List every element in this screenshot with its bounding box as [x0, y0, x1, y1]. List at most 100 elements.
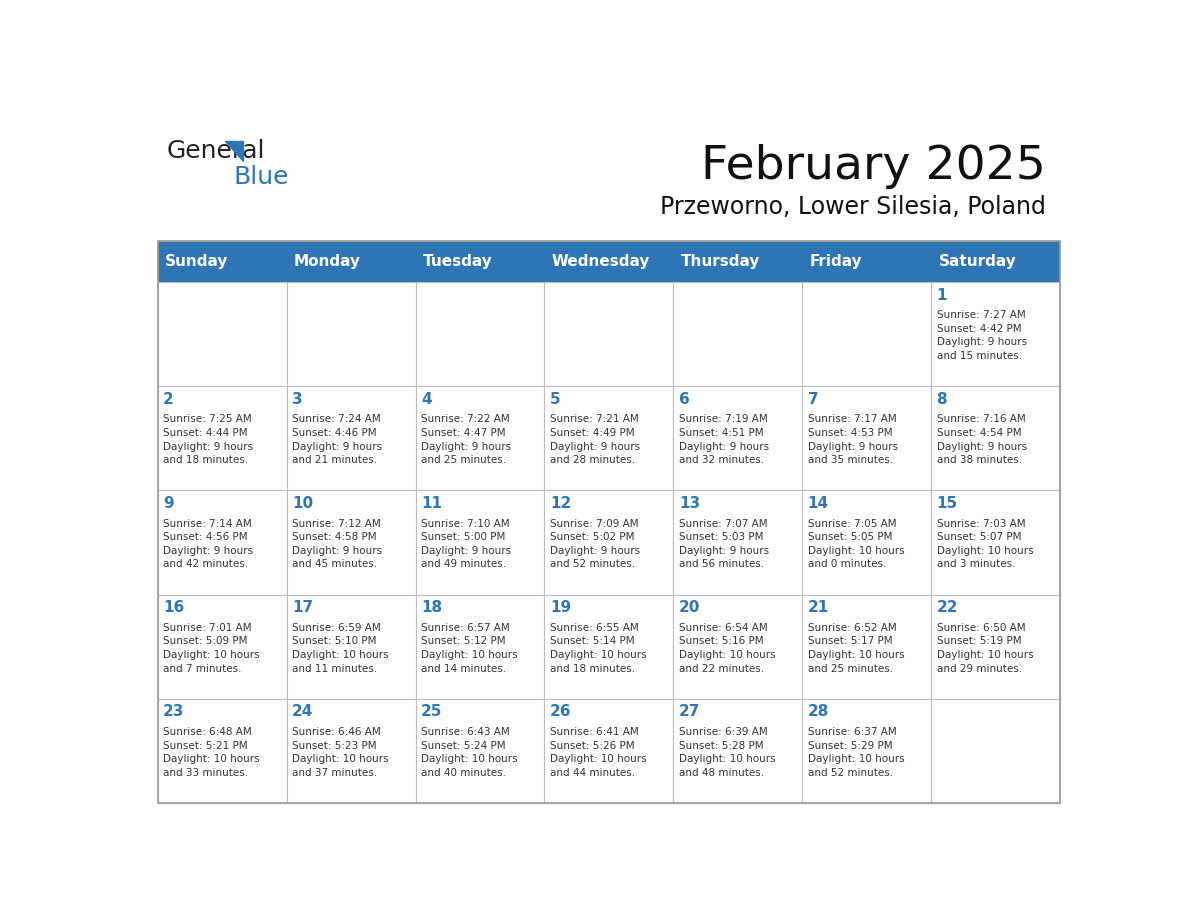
Bar — [931, 699, 1060, 803]
Bar — [802, 282, 931, 386]
Text: 1: 1 — [936, 287, 947, 303]
Text: Monday: Monday — [293, 254, 361, 269]
Text: Sunrise: 7:16 AM
Sunset: 4:54 PM
Daylight: 9 hours
and 38 minutes.: Sunrise: 7:16 AM Sunset: 4:54 PM Dayligh… — [936, 414, 1026, 465]
Text: Sunrise: 7:09 AM
Sunset: 5:02 PM
Daylight: 9 hours
and 52 minutes.: Sunrise: 7:09 AM Sunset: 5:02 PM Dayligh… — [550, 519, 640, 569]
Text: Sunrise: 6:48 AM
Sunset: 5:21 PM
Daylight: 10 hours
and 33 minutes.: Sunrise: 6:48 AM Sunset: 5:21 PM Dayligh… — [163, 727, 260, 778]
Bar — [931, 241, 1060, 282]
Bar — [931, 282, 1060, 386]
Bar — [931, 386, 1060, 490]
Text: Saturday: Saturday — [939, 254, 1016, 269]
Text: Sunrise: 7:24 AM
Sunset: 4:46 PM
Daylight: 9 hours
and 21 minutes.: Sunrise: 7:24 AM Sunset: 4:46 PM Dayligh… — [292, 414, 383, 465]
Text: 16: 16 — [163, 600, 184, 615]
Text: 26: 26 — [550, 704, 571, 720]
Text: Sunrise: 7:12 AM
Sunset: 4:58 PM
Daylight: 9 hours
and 45 minutes.: Sunrise: 7:12 AM Sunset: 4:58 PM Dayligh… — [292, 519, 383, 569]
Text: 20: 20 — [678, 600, 700, 615]
Text: Sunrise: 6:54 AM
Sunset: 5:16 PM
Daylight: 10 hours
and 22 minutes.: Sunrise: 6:54 AM Sunset: 5:16 PM Dayligh… — [678, 622, 776, 674]
Text: Sunday: Sunday — [165, 254, 228, 269]
Text: 6: 6 — [678, 392, 689, 407]
Bar — [674, 386, 802, 490]
Bar — [802, 699, 931, 803]
Bar — [802, 490, 931, 595]
Text: Sunrise: 7:21 AM
Sunset: 4:49 PM
Daylight: 9 hours
and 28 minutes.: Sunrise: 7:21 AM Sunset: 4:49 PM Dayligh… — [550, 414, 640, 465]
Bar — [674, 241, 802, 282]
Bar — [158, 241, 286, 282]
Bar — [286, 490, 416, 595]
Text: Sunrise: 7:22 AM
Sunset: 4:47 PM
Daylight: 9 hours
and 25 minutes.: Sunrise: 7:22 AM Sunset: 4:47 PM Dayligh… — [421, 414, 511, 465]
Bar — [416, 282, 544, 386]
Bar — [158, 386, 286, 490]
Text: 7: 7 — [808, 392, 819, 407]
Text: Sunrise: 7:10 AM
Sunset: 5:00 PM
Daylight: 9 hours
and 49 minutes.: Sunrise: 7:10 AM Sunset: 5:00 PM Dayligh… — [421, 519, 511, 569]
Text: Sunrise: 6:50 AM
Sunset: 5:19 PM
Daylight: 10 hours
and 29 minutes.: Sunrise: 6:50 AM Sunset: 5:19 PM Dayligh… — [936, 622, 1034, 674]
Text: 17: 17 — [292, 600, 314, 615]
Text: Sunrise: 6:57 AM
Sunset: 5:12 PM
Daylight: 10 hours
and 14 minutes.: Sunrise: 6:57 AM Sunset: 5:12 PM Dayligh… — [421, 622, 518, 674]
Text: 3: 3 — [292, 392, 303, 407]
Text: 24: 24 — [292, 704, 314, 720]
Text: Sunrise: 6:39 AM
Sunset: 5:28 PM
Daylight: 10 hours
and 48 minutes.: Sunrise: 6:39 AM Sunset: 5:28 PM Dayligh… — [678, 727, 776, 778]
Text: Sunrise: 7:01 AM
Sunset: 5:09 PM
Daylight: 10 hours
and 7 minutes.: Sunrise: 7:01 AM Sunset: 5:09 PM Dayligh… — [163, 622, 260, 674]
Text: 18: 18 — [421, 600, 442, 615]
Bar — [674, 595, 802, 699]
Text: Sunrise: 7:27 AM
Sunset: 4:42 PM
Daylight: 9 hours
and 15 minutes.: Sunrise: 7:27 AM Sunset: 4:42 PM Dayligh… — [936, 310, 1026, 361]
Bar — [544, 699, 674, 803]
Text: 15: 15 — [936, 496, 958, 511]
Bar — [544, 241, 674, 282]
Text: Sunrise: 6:52 AM
Sunset: 5:17 PM
Daylight: 10 hours
and 25 minutes.: Sunrise: 6:52 AM Sunset: 5:17 PM Dayligh… — [808, 622, 904, 674]
Text: Sunrise: 7:05 AM
Sunset: 5:05 PM
Daylight: 10 hours
and 0 minutes.: Sunrise: 7:05 AM Sunset: 5:05 PM Dayligh… — [808, 519, 904, 569]
Text: Sunrise: 6:55 AM
Sunset: 5:14 PM
Daylight: 10 hours
and 18 minutes.: Sunrise: 6:55 AM Sunset: 5:14 PM Dayligh… — [550, 622, 646, 674]
Text: Wednesday: Wednesday — [551, 254, 650, 269]
Text: 27: 27 — [678, 704, 700, 720]
Bar — [286, 282, 416, 386]
Text: 14: 14 — [808, 496, 829, 511]
Text: Sunrise: 6:37 AM
Sunset: 5:29 PM
Daylight: 10 hours
and 52 minutes.: Sunrise: 6:37 AM Sunset: 5:29 PM Dayligh… — [808, 727, 904, 778]
Text: Sunrise: 7:17 AM
Sunset: 4:53 PM
Daylight: 9 hours
and 35 minutes.: Sunrise: 7:17 AM Sunset: 4:53 PM Dayligh… — [808, 414, 898, 465]
Text: Sunrise: 7:14 AM
Sunset: 4:56 PM
Daylight: 9 hours
and 42 minutes.: Sunrise: 7:14 AM Sunset: 4:56 PM Dayligh… — [163, 519, 253, 569]
Bar — [674, 282, 802, 386]
Text: 28: 28 — [808, 704, 829, 720]
Bar — [416, 699, 544, 803]
Text: 21: 21 — [808, 600, 829, 615]
Text: 10: 10 — [292, 496, 314, 511]
Bar — [286, 241, 416, 282]
Bar — [544, 595, 674, 699]
Text: Sunrise: 6:46 AM
Sunset: 5:23 PM
Daylight: 10 hours
and 37 minutes.: Sunrise: 6:46 AM Sunset: 5:23 PM Dayligh… — [292, 727, 388, 778]
Bar — [286, 386, 416, 490]
Bar — [416, 241, 544, 282]
Bar — [674, 490, 802, 595]
Bar — [286, 699, 416, 803]
Bar — [158, 490, 286, 595]
Text: Sunrise: 7:19 AM
Sunset: 4:51 PM
Daylight: 9 hours
and 32 minutes.: Sunrise: 7:19 AM Sunset: 4:51 PM Dayligh… — [678, 414, 769, 465]
Bar — [286, 595, 416, 699]
Text: Tuesday: Tuesday — [423, 254, 493, 269]
Bar — [674, 699, 802, 803]
Text: 8: 8 — [936, 392, 947, 407]
Text: Thursday: Thursday — [681, 254, 760, 269]
Text: 12: 12 — [550, 496, 571, 511]
Text: Sunrise: 7:03 AM
Sunset: 5:07 PM
Daylight: 10 hours
and 3 minutes.: Sunrise: 7:03 AM Sunset: 5:07 PM Dayligh… — [936, 519, 1034, 569]
Text: 23: 23 — [163, 704, 184, 720]
Bar — [158, 241, 1060, 803]
Text: Sunrise: 7:25 AM
Sunset: 4:44 PM
Daylight: 9 hours
and 18 minutes.: Sunrise: 7:25 AM Sunset: 4:44 PM Dayligh… — [163, 414, 253, 465]
Text: General: General — [166, 140, 265, 163]
Bar — [416, 490, 544, 595]
Bar — [158, 282, 286, 386]
Polygon shape — [225, 141, 244, 161]
Bar — [416, 595, 544, 699]
Text: Friday: Friday — [809, 254, 862, 269]
Bar — [931, 595, 1060, 699]
Text: 11: 11 — [421, 496, 442, 511]
Text: 9: 9 — [163, 496, 173, 511]
Text: Przeworno, Lower Silesia, Poland: Przeworno, Lower Silesia, Poland — [661, 195, 1047, 219]
Bar — [158, 699, 286, 803]
Text: February 2025: February 2025 — [701, 144, 1047, 189]
Bar — [158, 595, 286, 699]
Text: 25: 25 — [421, 704, 442, 720]
Text: Sunrise: 6:41 AM
Sunset: 5:26 PM
Daylight: 10 hours
and 44 minutes.: Sunrise: 6:41 AM Sunset: 5:26 PM Dayligh… — [550, 727, 646, 778]
Text: Sunrise: 6:59 AM
Sunset: 5:10 PM
Daylight: 10 hours
and 11 minutes.: Sunrise: 6:59 AM Sunset: 5:10 PM Dayligh… — [292, 622, 388, 674]
Text: 4: 4 — [421, 392, 431, 407]
Bar — [416, 386, 544, 490]
Bar — [544, 282, 674, 386]
Bar — [802, 241, 931, 282]
Text: Sunrise: 7:07 AM
Sunset: 5:03 PM
Daylight: 9 hours
and 56 minutes.: Sunrise: 7:07 AM Sunset: 5:03 PM Dayligh… — [678, 519, 769, 569]
Bar — [544, 490, 674, 595]
